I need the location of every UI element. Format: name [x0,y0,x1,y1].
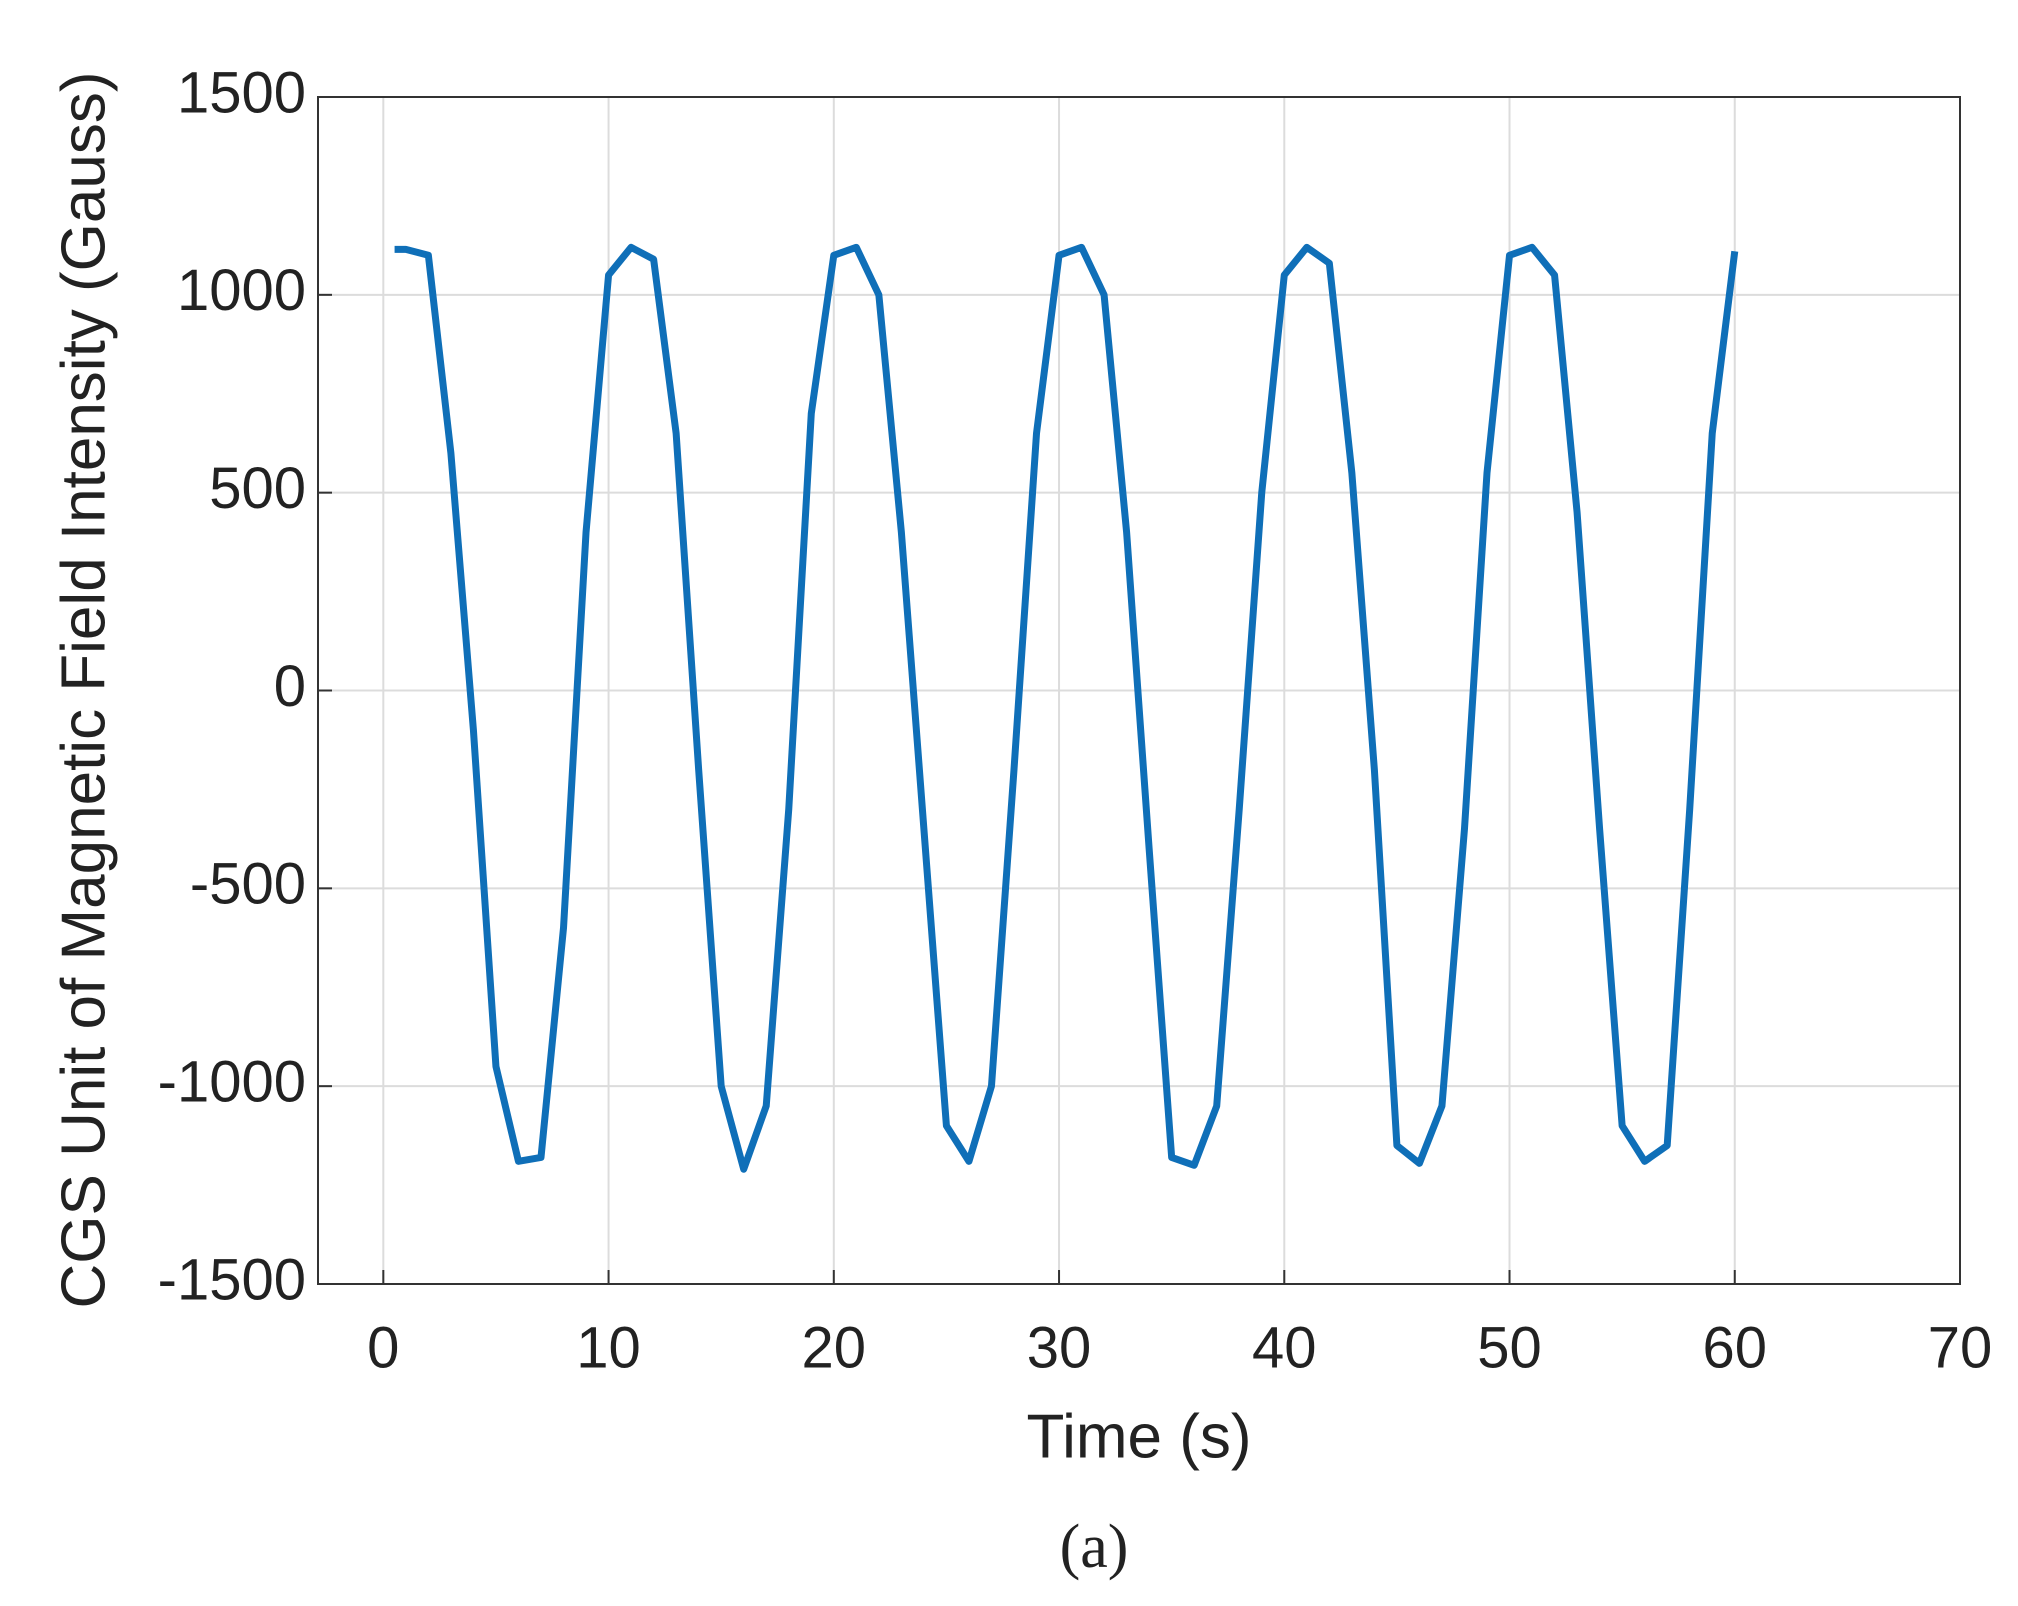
data-line [394,243,1739,1173]
y-tick-label: -1000 [158,1049,306,1114]
y-tick-label: 500 [209,456,306,521]
x-tick-label: 0 [367,1315,399,1380]
caption: (a) [1060,1513,1129,1581]
y-tick-label: -500 [190,852,306,917]
x-tick-label: 40 [1252,1315,1317,1380]
x-tick-label: 20 [802,1315,867,1380]
x-tick-label: 60 [1703,1315,1768,1380]
y-axis-label: CGS Unit of Magnetic Field Intensity (Ga… [49,71,118,1308]
x-tick-label: 70 [1928,1315,1993,1380]
y-tick-label: 0 [274,654,306,719]
x-tick-label: 30 [1027,1315,1092,1380]
x-axis-label: Time (s) [1027,1402,1252,1471]
axes-box [317,96,1961,1285]
y-tick-label: 1500 [177,60,306,125]
y-tick-label: 1000 [177,258,306,323]
x-tick-label: 50 [1477,1315,1542,1380]
x-tick-label: 10 [576,1315,641,1380]
y-tick-label: -1500 [158,1247,306,1312]
